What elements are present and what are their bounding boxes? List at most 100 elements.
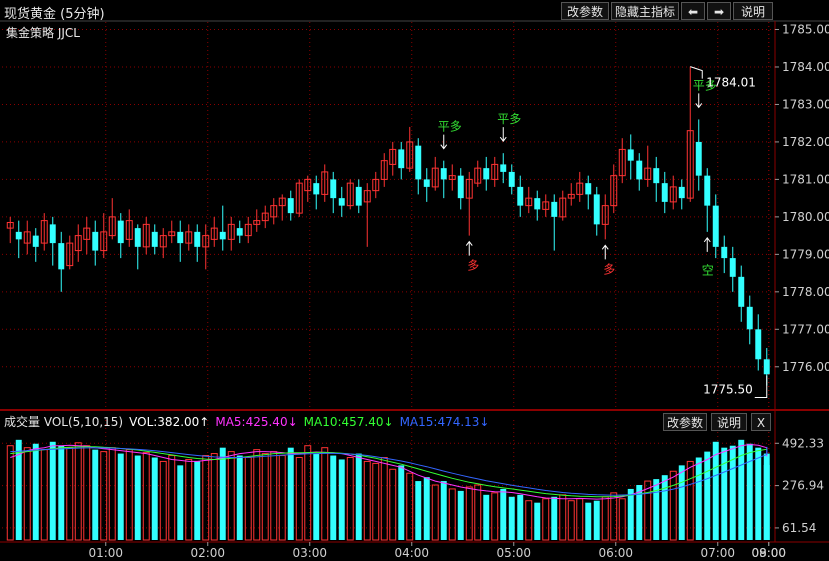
volume-bar-down — [49, 441, 56, 540]
candle-body-down — [219, 231, 226, 240]
volume-bar-up — [159, 460, 167, 541]
candle-body-up — [142, 223, 150, 248]
hide-indicator-button[interactable]: 隐藏主指标 — [611, 2, 679, 20]
signal-label: 平多 — [438, 120, 462, 134]
candle-body-down — [763, 359, 770, 375]
volume-bar-up — [23, 447, 31, 541]
ma5-line — [10, 443, 768, 500]
candle-body-down — [695, 141, 702, 176]
candle-body-up — [108, 216, 116, 237]
candle-body-down — [517, 186, 524, 206]
down-arrow-icon — [499, 127, 507, 142]
candle-body-up — [346, 182, 354, 207]
volume-bar-down — [729, 445, 736, 540]
candle-body-down — [151, 231, 158, 247]
volume-bar-up — [465, 486, 473, 541]
candle-body-down — [738, 276, 745, 307]
candle-body-down — [704, 175, 711, 206]
candle-body-up — [431, 167, 439, 188]
time-tick-label: 03:00 — [292, 546, 327, 560]
candle-body-up — [474, 167, 482, 184]
candle-body-down — [661, 183, 668, 202]
volume-title: 成交量 VOL(5,10,15) — [4, 415, 124, 429]
volume-bar-down — [593, 500, 600, 540]
volume-bar-down — [721, 447, 728, 540]
left-arrow-icon[interactable]: ⬅ — [681, 2, 705, 20]
volume-bar-down — [636, 485, 643, 540]
high-leader-line — [690, 66, 703, 79]
candle-body-down — [330, 179, 337, 199]
volume-bar-down — [58, 445, 65, 540]
candle-body-up — [23, 231, 31, 244]
params-button[interactable]: 改参数 — [561, 2, 609, 20]
candle-body-down — [593, 194, 600, 225]
candle-body-down — [627, 149, 634, 161]
volume-bar-down — [661, 475, 668, 540]
volume-bar-up — [491, 492, 499, 541]
candle-body-down — [636, 160, 643, 180]
signal-label: 多 — [603, 262, 615, 276]
candle-body-down — [236, 228, 243, 236]
volume-bar-down — [338, 459, 345, 540]
signal-label: 空 — [700, 263, 714, 275]
volume-bar-up — [686, 460, 694, 541]
volume-bar-up — [83, 445, 91, 541]
price-tick-label: 1777.00 — [782, 322, 829, 336]
candle-body-down — [398, 149, 405, 169]
down-arrow-icon — [695, 93, 703, 109]
volume-bar-down — [483, 494, 490, 540]
price-tick-label: 1785.00 — [782, 22, 829, 36]
candle-body-up — [363, 190, 371, 203]
volume-close-icon[interactable]: X — [751, 413, 771, 431]
volume-bar-up — [261, 453, 269, 541]
candle-body-up — [185, 231, 193, 244]
volume-bar-up — [525, 500, 533, 541]
volume-bar-up — [108, 447, 116, 541]
candle-body-down — [729, 258, 736, 277]
volume-bar-down — [313, 453, 320, 540]
candle-body-up — [125, 220, 133, 240]
candle-body-up — [278, 197, 286, 207]
volume-bar-up — [278, 455, 286, 541]
volume-bar-down — [746, 443, 753, 540]
volume-bar-down — [287, 447, 294, 540]
volume-grid — [2, 442, 775, 529]
volume-bar-up — [40, 449, 48, 541]
candle-body-down — [746, 306, 753, 330]
volume-help-button[interactable]: 说明 — [711, 413, 747, 431]
candle-body-up — [542, 201, 550, 210]
volume-bar-up — [380, 457, 388, 541]
volume-bar-down — [551, 496, 558, 540]
price-tick-label: 1778.00 — [782, 285, 829, 299]
candle-body-down — [287, 198, 294, 214]
candle-body-up — [244, 223, 252, 237]
candle-body-down — [712, 205, 719, 247]
candle-body-down — [49, 224, 56, 244]
candle-body-up — [295, 182, 303, 214]
candle-body-down — [508, 171, 515, 187]
candle-body-down — [755, 329, 762, 360]
volume-params-button[interactable]: 改参数 — [663, 413, 707, 431]
volume-bar-down — [763, 464, 770, 540]
volume-bar-up — [100, 451, 108, 541]
right-arrow-icon[interactable]: ➡ — [707, 2, 731, 20]
signal-label: 多 — [467, 259, 479, 273]
volume-axis: 492.33 276.94 61.54 — [775, 436, 824, 535]
price-annotations: 1784.01 1775.50 — [690, 66, 768, 399]
window-title: 现货黄金 (5分钟) — [4, 7, 105, 22]
volume-bar-up — [644, 480, 652, 541]
volume-ma-lines — [10, 443, 768, 500]
candle-body-up — [576, 182, 584, 195]
volume-bar-up — [601, 496, 609, 541]
volume-bar-up — [346, 457, 354, 541]
volume-bar-down — [712, 441, 719, 540]
time-tick-label: 01:00 — [88, 546, 123, 560]
volume-bar-down — [738, 439, 745, 540]
volume-bar-up — [567, 500, 575, 541]
volume-bar-up — [6, 445, 14, 541]
volume-bar-up — [389, 468, 397, 541]
candle-body-up — [159, 235, 167, 248]
volume-bar-down — [755, 447, 762, 540]
volume-bar-down — [219, 447, 226, 540]
help-button[interactable]: 说明 — [733, 2, 773, 20]
